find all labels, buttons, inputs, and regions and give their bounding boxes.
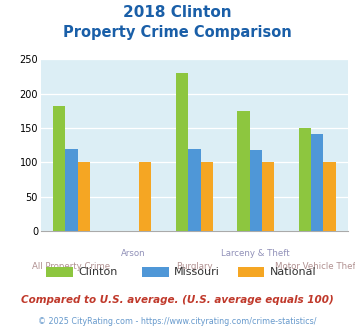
Bar xyxy=(311,134,323,231)
Bar xyxy=(250,150,262,231)
Text: Motor Vehicle Theft: Motor Vehicle Theft xyxy=(275,262,355,271)
Bar xyxy=(237,111,250,231)
Text: Compared to U.S. average. (U.S. average equals 100): Compared to U.S. average. (U.S. average … xyxy=(21,295,334,305)
Bar xyxy=(139,162,151,231)
Bar xyxy=(201,162,213,231)
Text: © 2025 CityRating.com - https://www.cityrating.com/crime-statistics/: © 2025 CityRating.com - https://www.city… xyxy=(38,317,317,326)
Text: National: National xyxy=(270,267,316,277)
Bar xyxy=(78,162,90,231)
Text: All Property Crime: All Property Crime xyxy=(32,262,111,271)
Text: Arson: Arson xyxy=(121,249,145,258)
Text: Missouri: Missouri xyxy=(174,267,220,277)
Text: Burglary: Burglary xyxy=(176,262,213,271)
Bar xyxy=(65,148,78,231)
Text: Larceny & Theft: Larceny & Theft xyxy=(222,249,290,258)
Text: Clinton: Clinton xyxy=(78,267,118,277)
Text: Property Crime Comparison: Property Crime Comparison xyxy=(63,25,292,40)
Bar xyxy=(53,106,65,231)
Bar xyxy=(188,149,201,231)
Bar xyxy=(323,162,335,231)
Bar xyxy=(299,128,311,231)
Text: 2018 Clinton: 2018 Clinton xyxy=(123,5,232,20)
Bar xyxy=(176,73,188,231)
Bar xyxy=(262,162,274,231)
